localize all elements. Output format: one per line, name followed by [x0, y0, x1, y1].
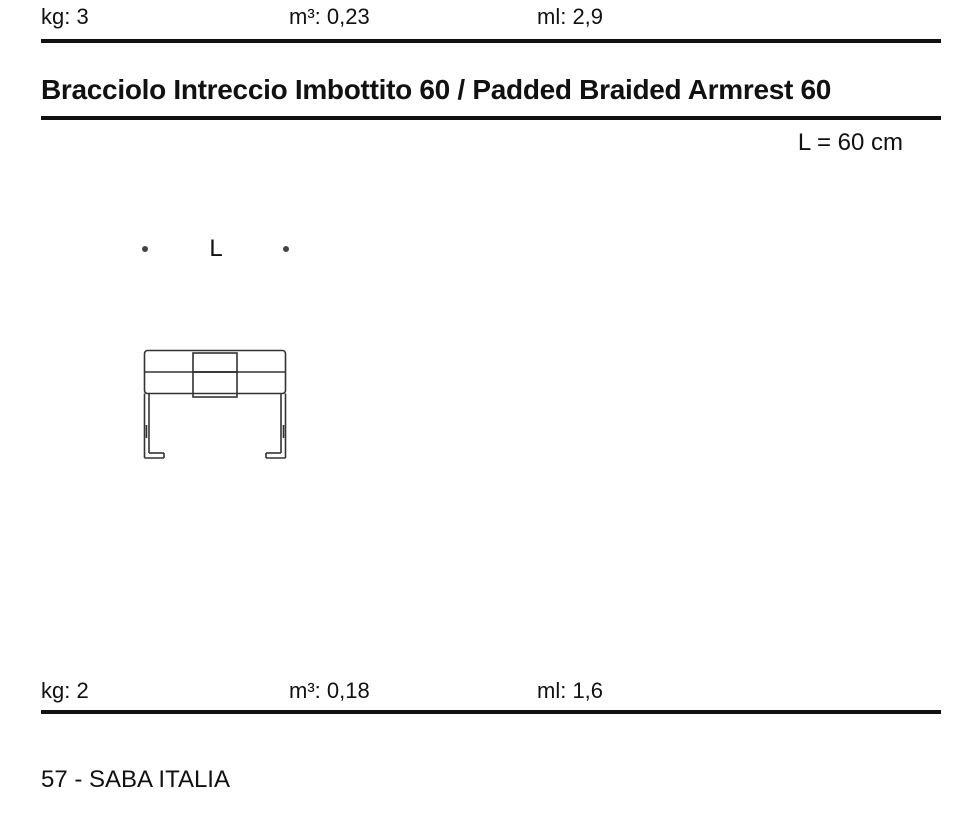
prev-kg: kg: 3	[41, 4, 89, 29]
dim-dot	[283, 246, 289, 252]
dim-dot	[142, 246, 148, 252]
spec-m3: m³: 0,18	[289, 678, 370, 703]
dim-label: L	[209, 235, 222, 262]
armrest	[143, 349, 287, 459]
rule	[41, 116, 941, 120]
spec-ml: ml: 1,6	[537, 678, 604, 703]
spec-kg: kg: 2	[41, 678, 89, 703]
rule	[41, 39, 941, 43]
footer: 57 - SABA ITALIA	[41, 766, 230, 793]
prev-m3: m³: 0,23	[289, 4, 370, 29]
prev-ml: ml: 2,9	[537, 4, 604, 29]
item-title: Bracciolo Intreccio Imbottito 60 / Padde…	[41, 74, 832, 105]
dimension: L = 60 cm	[797, 129, 903, 156]
rule	[41, 710, 941, 714]
